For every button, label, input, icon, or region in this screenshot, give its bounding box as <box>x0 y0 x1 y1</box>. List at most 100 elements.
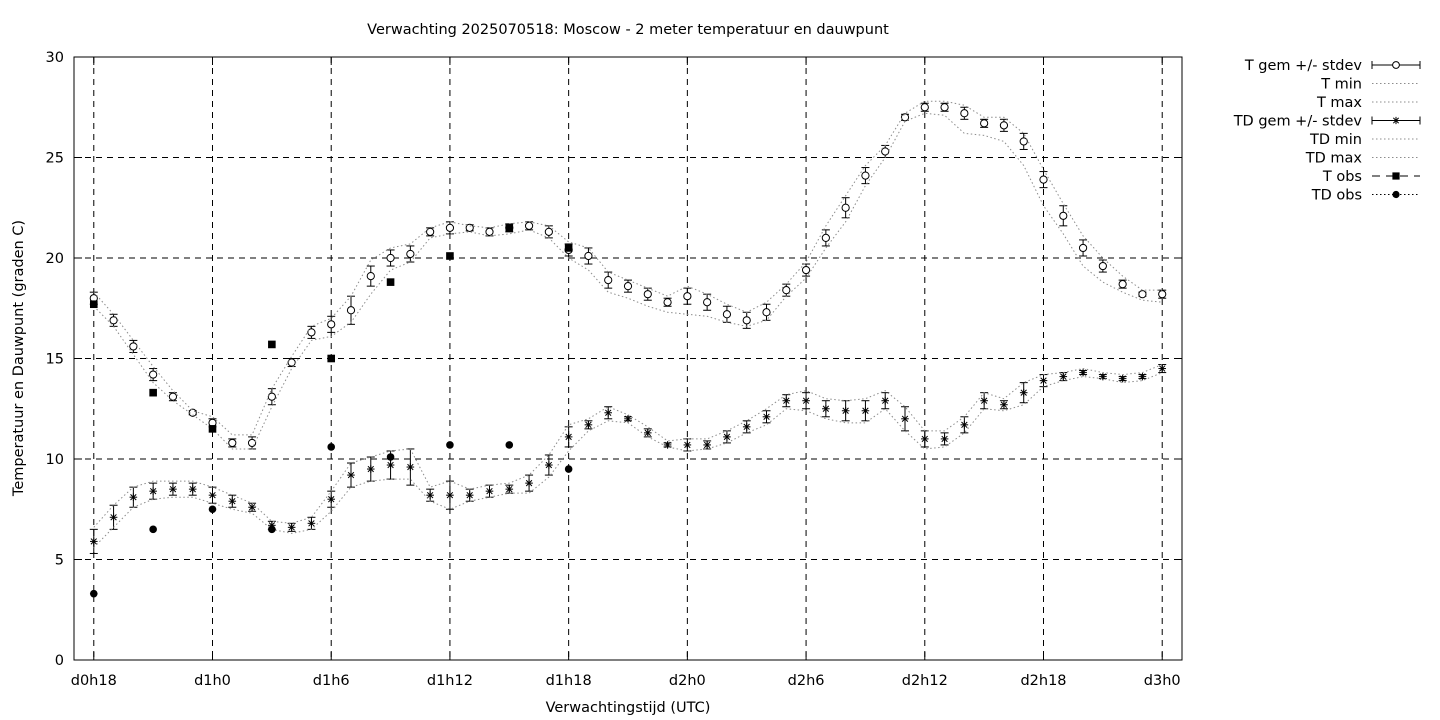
data-point <box>327 443 336 451</box>
x-tick-label: d1h6 <box>313 673 350 689</box>
x-tick-label: d2h0 <box>669 673 706 689</box>
data-point <box>248 504 256 511</box>
data-point <box>564 465 573 473</box>
data-point <box>544 227 553 236</box>
data-point <box>229 498 236 505</box>
data-point <box>1098 261 1107 271</box>
data-point <box>90 538 97 545</box>
data-point <box>941 435 948 443</box>
data-point <box>841 203 850 212</box>
data-point <box>426 491 434 499</box>
data-point <box>505 441 514 449</box>
data-point <box>347 471 355 479</box>
series-td-min <box>93 372 1163 548</box>
data-point <box>446 491 454 499</box>
series-line <box>93 372 1163 548</box>
data-point <box>327 320 336 329</box>
data-point <box>130 493 137 501</box>
data-point <box>328 495 335 503</box>
data-point <box>684 441 691 449</box>
data-point <box>1000 401 1008 408</box>
data-point <box>1139 373 1146 380</box>
legend-label: TD max <box>1305 151 1363 167</box>
data-point <box>506 485 513 493</box>
data-point <box>663 298 672 307</box>
data-point <box>763 413 770 420</box>
data-point <box>1040 377 1047 384</box>
data-point <box>842 407 849 414</box>
axis-ticks: 0 5 10 15 20 25 30 d0h18 d1h0 d1h6 d1h12 d1h18 d2h0 d… <box>46 50 1182 689</box>
x-tick-label: d2h12 <box>902 673 948 689</box>
series-line <box>93 100 1163 436</box>
legend-label: T gem +/- stdev <box>1244 58 1363 74</box>
data-point <box>742 316 751 325</box>
grid-lines <box>74 57 1182 660</box>
data-point <box>882 397 889 404</box>
data-point <box>920 103 929 112</box>
data-point <box>1078 243 1088 253</box>
data-point <box>149 388 157 397</box>
legend-label: T min <box>1320 77 1362 93</box>
data-point <box>545 461 553 469</box>
legend-label: TD min <box>1309 132 1362 148</box>
legend-label: T obs <box>1322 169 1362 185</box>
data-point <box>189 485 196 493</box>
data-point <box>999 121 1009 130</box>
x-tick-label: d2h6 <box>788 673 825 689</box>
data-point <box>267 392 276 401</box>
x-tick-label: d1h12 <box>427 673 473 689</box>
data-point <box>605 409 612 416</box>
data-point <box>1079 369 1087 376</box>
data-point <box>961 421 968 429</box>
data-point <box>1020 389 1027 396</box>
data-point <box>1019 137 1028 146</box>
x-tick-label: d3h0 <box>1144 673 1181 689</box>
y-tick-label: 20 <box>46 251 64 267</box>
data-point <box>406 249 415 259</box>
series-t-gem-stdev <box>89 102 1167 450</box>
data-point <box>109 316 118 325</box>
series-line <box>93 364 1163 528</box>
data-point <box>722 310 732 319</box>
legend-label: TD gem +/- stdev <box>1233 114 1363 130</box>
data-point <box>980 119 989 128</box>
data-point <box>308 520 315 527</box>
data-point <box>723 433 731 441</box>
data-point <box>446 252 454 260</box>
legend-marker <box>1392 117 1400 124</box>
data-point <box>861 171 870 180</box>
data-point <box>268 340 276 349</box>
data-point <box>1119 375 1126 382</box>
series-t-max <box>93 100 1163 436</box>
data-point <box>169 485 177 493</box>
data-point <box>149 370 158 379</box>
data-point <box>683 292 692 301</box>
data-point <box>821 233 830 242</box>
data-point <box>1039 175 1048 184</box>
data-point <box>268 525 276 534</box>
data-point <box>386 453 395 461</box>
data-point <box>623 282 633 291</box>
legend-label: TD obs <box>1311 188 1362 204</box>
data-point <box>327 354 336 363</box>
series-td-max <box>93 364 1163 528</box>
x-tick-label: d0h18 <box>71 673 117 689</box>
data-point <box>1059 211 1068 220</box>
data-point <box>585 421 592 429</box>
x-axis-label: Verwachtingstijd (UTC) <box>546 700 711 716</box>
data-point <box>762 308 771 317</box>
x-tick-label: d2h18 <box>1020 673 1066 689</box>
data-point <box>505 224 514 232</box>
data-point <box>1118 280 1127 289</box>
data-point <box>921 435 928 443</box>
data-point <box>1158 290 1167 299</box>
data-point <box>901 415 909 423</box>
data-point <box>822 405 830 412</box>
data-point <box>525 479 533 487</box>
data-point <box>208 505 217 514</box>
y-tick-label: 5 <box>55 553 64 569</box>
data-point <box>486 487 493 495</box>
chart-title: Verwachting 2025070518: Moscow - 2 meter… <box>367 22 889 38</box>
data-point <box>485 227 494 236</box>
